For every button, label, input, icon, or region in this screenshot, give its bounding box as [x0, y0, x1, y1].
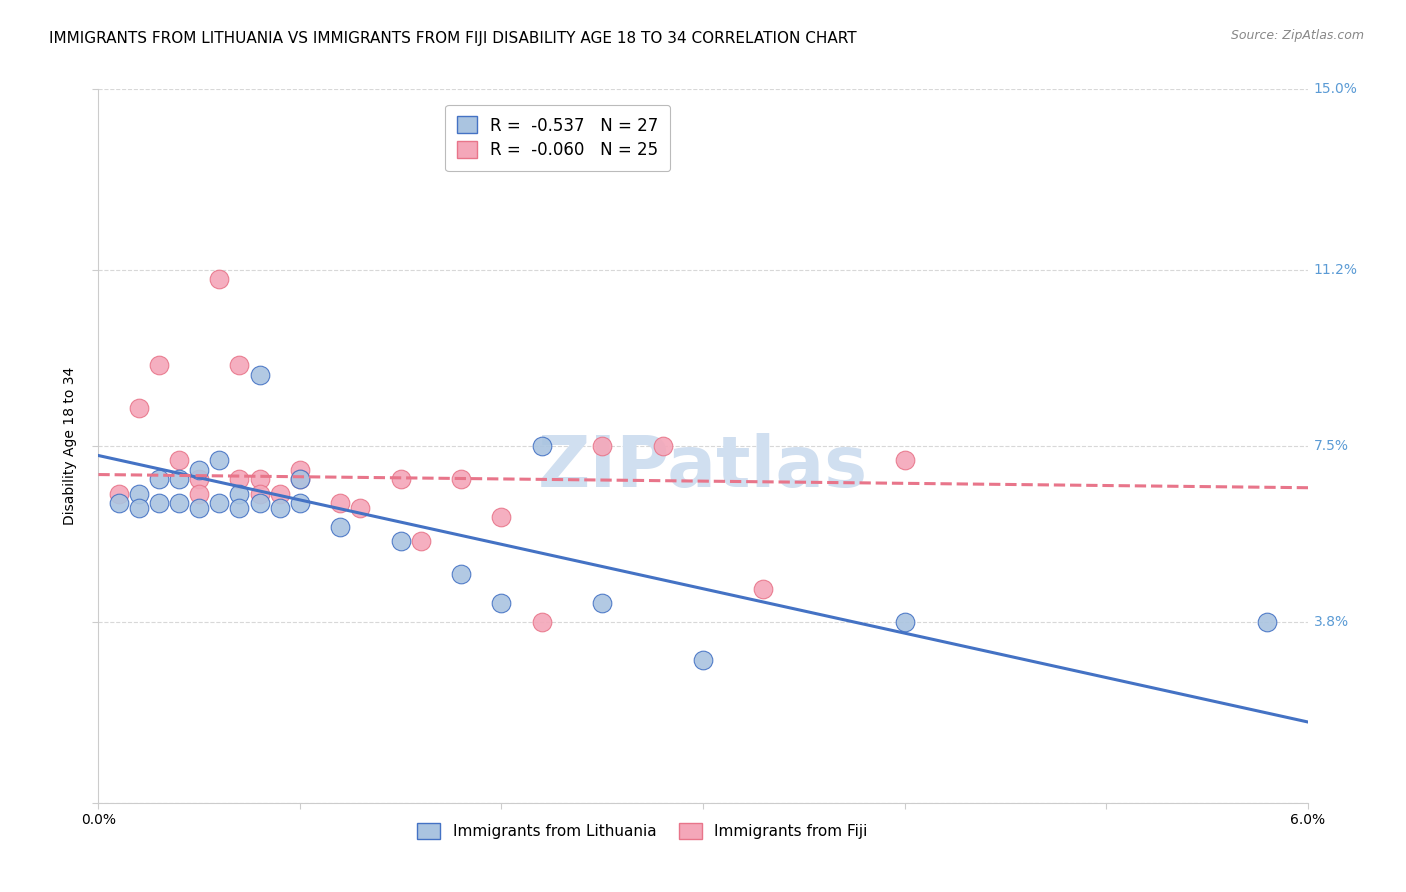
- Point: [148, 472, 170, 486]
- Point: [167, 496, 190, 510]
- Point: [450, 472, 472, 486]
- Point: [188, 463, 211, 477]
- Point: [389, 472, 412, 486]
- Point: [167, 472, 190, 486]
- Point: [148, 358, 170, 372]
- Point: [752, 582, 775, 596]
- Point: [591, 439, 613, 453]
- Point: [450, 567, 472, 582]
- Text: 11.2%: 11.2%: [1313, 263, 1358, 277]
- Text: 3.8%: 3.8%: [1313, 615, 1348, 629]
- Point: [893, 615, 915, 629]
- Point: [329, 520, 352, 534]
- Point: [128, 486, 150, 500]
- Point: [228, 500, 250, 515]
- Point: [228, 472, 250, 486]
- Point: [893, 453, 915, 467]
- Text: 7.5%: 7.5%: [1313, 439, 1348, 453]
- Point: [208, 272, 231, 286]
- Point: [148, 496, 170, 510]
- Point: [269, 486, 291, 500]
- Point: [249, 486, 271, 500]
- Point: [1256, 615, 1278, 629]
- Text: 15.0%: 15.0%: [1313, 82, 1358, 96]
- Point: [228, 358, 250, 372]
- Point: [107, 496, 129, 510]
- Point: [208, 453, 231, 467]
- Point: [288, 463, 311, 477]
- Point: [228, 486, 250, 500]
- Point: [651, 439, 673, 453]
- Point: [530, 439, 553, 453]
- Point: [288, 496, 311, 510]
- Text: ZIPatlas: ZIPatlas: [538, 433, 868, 502]
- Point: [249, 496, 271, 510]
- Point: [389, 534, 412, 549]
- Point: [269, 500, 291, 515]
- Legend: Immigrants from Lithuania, Immigrants from Fiji: Immigrants from Lithuania, Immigrants fr…: [412, 817, 873, 845]
- Text: IMMIGRANTS FROM LITHUANIA VS IMMIGRANTS FROM FIJI DISABILITY AGE 18 TO 34 CORREL: IMMIGRANTS FROM LITHUANIA VS IMMIGRANTS …: [49, 31, 856, 46]
- Point: [288, 472, 311, 486]
- Point: [329, 496, 352, 510]
- Point: [128, 500, 150, 515]
- Point: [692, 653, 714, 667]
- Point: [591, 596, 613, 610]
- Point: [409, 534, 432, 549]
- Point: [208, 496, 231, 510]
- Point: [188, 472, 211, 486]
- Point: [491, 596, 513, 610]
- Point: [491, 510, 513, 524]
- Text: Source: ZipAtlas.com: Source: ZipAtlas.com: [1230, 29, 1364, 43]
- Y-axis label: Disability Age 18 to 34: Disability Age 18 to 34: [63, 367, 77, 525]
- Point: [167, 453, 190, 467]
- Point: [249, 368, 271, 382]
- Point: [107, 486, 129, 500]
- Point: [188, 486, 211, 500]
- Point: [349, 500, 371, 515]
- Point: [128, 401, 150, 415]
- Point: [530, 615, 553, 629]
- Point: [188, 500, 211, 515]
- Point: [288, 472, 311, 486]
- Point: [249, 472, 271, 486]
